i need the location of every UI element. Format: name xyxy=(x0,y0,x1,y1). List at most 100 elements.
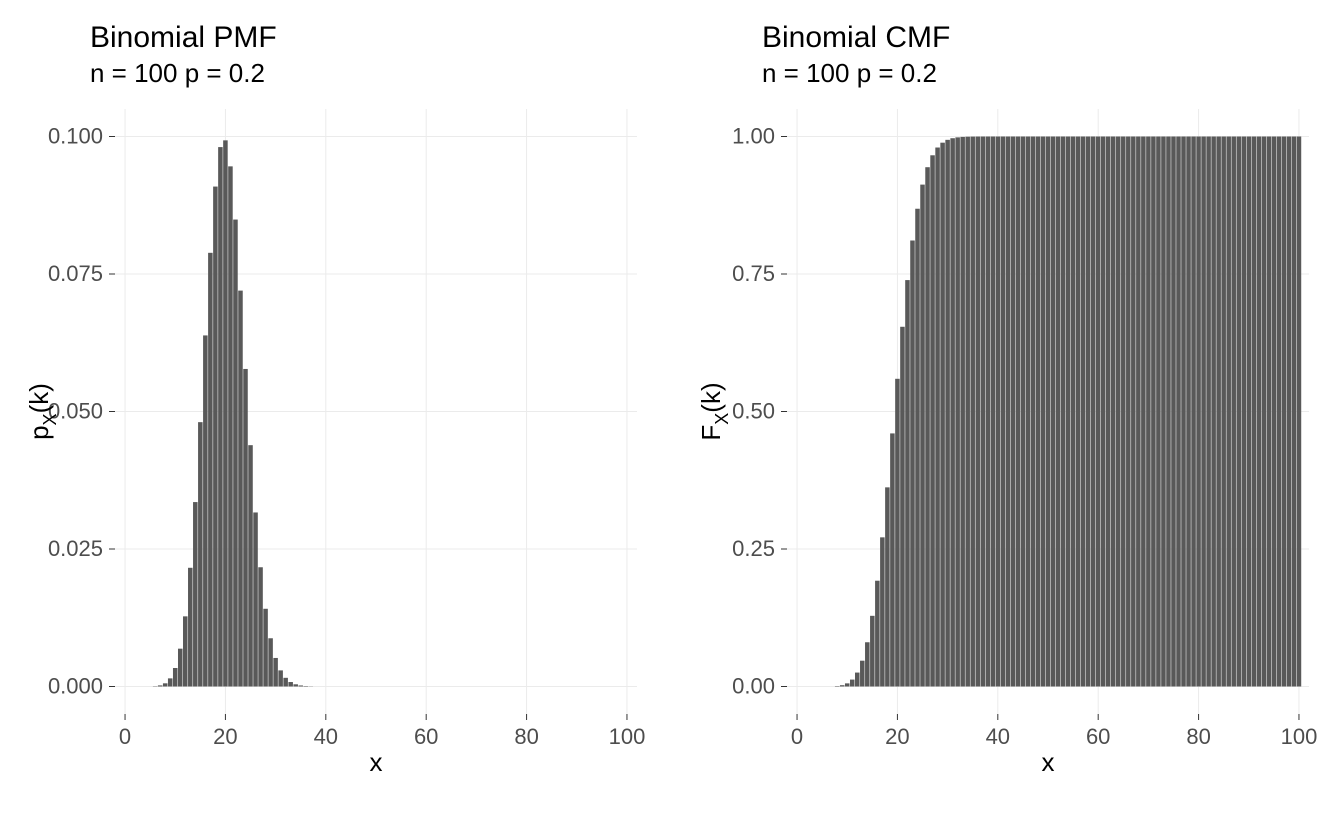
bar xyxy=(183,617,188,687)
bar xyxy=(293,684,298,686)
bar xyxy=(158,686,163,687)
bar xyxy=(935,148,940,687)
bar xyxy=(1211,137,1216,687)
y-tick-label: 0.50 xyxy=(732,399,775,424)
bar xyxy=(875,581,880,687)
bar xyxy=(840,685,845,686)
panel-pmf-title: Binomial PMF xyxy=(90,20,652,56)
page: Binomial PMF n = 100 p = 0.2 02040608010… xyxy=(0,0,1344,830)
bar xyxy=(188,568,193,687)
y-tick-label: 0.00 xyxy=(732,674,775,699)
bar xyxy=(248,445,253,686)
bar xyxy=(1171,137,1176,687)
bar xyxy=(1071,137,1076,687)
bar xyxy=(1287,137,1292,687)
bar xyxy=(1151,137,1156,687)
bar xyxy=(1136,137,1141,687)
y-tick-label: 0.75 xyxy=(732,261,775,286)
bar xyxy=(910,241,915,687)
bar xyxy=(845,684,850,687)
bar xyxy=(1186,137,1191,687)
bar xyxy=(1006,137,1011,687)
bar xyxy=(1196,137,1201,687)
cmf-x-axis: 020406080100 xyxy=(791,714,1317,749)
bar xyxy=(1026,137,1031,687)
bar xyxy=(283,678,288,687)
bar xyxy=(1282,137,1287,687)
panel-cmf: Binomial CMF n = 100 p = 0.2 02040608010… xyxy=(672,0,1344,830)
y-tick-label: 0.25 xyxy=(732,536,775,561)
y-tick-label: 0.025 xyxy=(48,536,103,561)
bar xyxy=(885,488,890,687)
bar xyxy=(880,538,885,687)
panel-pmf: Binomial PMF n = 100 p = 0.2 02040608010… xyxy=(0,0,672,830)
bar xyxy=(198,422,203,686)
x-tick-label: 40 xyxy=(314,724,338,749)
bar xyxy=(950,138,955,686)
y-tick-label: 0.075 xyxy=(48,261,103,286)
y-tick-label: 0.000 xyxy=(48,674,103,699)
bar xyxy=(970,137,975,687)
bar xyxy=(1041,137,1046,687)
bar xyxy=(1146,137,1151,687)
bar xyxy=(1051,137,1056,687)
bar xyxy=(965,137,970,687)
bar xyxy=(1297,137,1302,687)
x-tick-label: 60 xyxy=(414,724,438,749)
pmf-svg: 0204060801000.0000.0250.0500.0750.100xpX… xyxy=(20,99,652,789)
bar xyxy=(960,137,965,687)
bar xyxy=(1181,137,1186,687)
bar xyxy=(288,682,293,686)
bar xyxy=(258,567,263,686)
bar xyxy=(1111,137,1116,687)
bar xyxy=(945,140,950,687)
bar xyxy=(1116,137,1121,687)
bar xyxy=(1241,137,1246,687)
bar xyxy=(996,137,1001,687)
bar xyxy=(1272,137,1277,687)
bar xyxy=(905,280,910,686)
bar xyxy=(865,642,870,686)
bar xyxy=(1257,137,1262,687)
bar xyxy=(253,513,258,687)
bar xyxy=(1036,137,1041,687)
bar xyxy=(930,155,935,686)
bar xyxy=(298,686,303,687)
x-tick-label: 20 xyxy=(885,724,909,749)
pmf-x-label: x xyxy=(370,747,383,777)
bar xyxy=(268,638,273,686)
bar xyxy=(1101,137,1106,687)
bar xyxy=(1277,137,1282,687)
y-tick-label: 0.100 xyxy=(48,124,103,149)
bar xyxy=(1201,137,1206,687)
bar xyxy=(1161,137,1166,687)
bar xyxy=(1056,137,1061,687)
bar xyxy=(223,141,228,687)
bar xyxy=(178,649,183,687)
bar xyxy=(168,679,173,687)
bar xyxy=(940,143,945,687)
x-tick-label: 100 xyxy=(609,724,646,749)
bar xyxy=(975,137,980,687)
cmf-svg: 0204060801000.000.250.500.751.00xFX(k) xyxy=(692,99,1324,789)
bar xyxy=(1121,137,1126,687)
x-tick-label: 80 xyxy=(514,724,538,749)
bar xyxy=(1016,137,1021,687)
panel-pmf-chart: 0204060801000.0000.0250.0500.0750.100xpX… xyxy=(20,99,652,810)
bar xyxy=(163,684,168,687)
bar xyxy=(860,661,865,687)
bar xyxy=(238,291,243,687)
bar xyxy=(278,671,283,687)
x-tick-label: 20 xyxy=(213,724,237,749)
bar xyxy=(1262,137,1267,687)
bar xyxy=(1091,137,1096,687)
panel-cmf-chart: 0204060801000.000.250.500.751.00xFX(k) xyxy=(692,99,1324,810)
bar xyxy=(925,167,930,686)
bar xyxy=(1191,137,1196,687)
bar xyxy=(1267,137,1272,687)
bar xyxy=(850,680,855,687)
bar xyxy=(1252,137,1257,687)
panel-pmf-subtitle: n = 100 p = 0.2 xyxy=(90,58,652,89)
bar xyxy=(991,137,996,687)
bar xyxy=(208,253,213,687)
